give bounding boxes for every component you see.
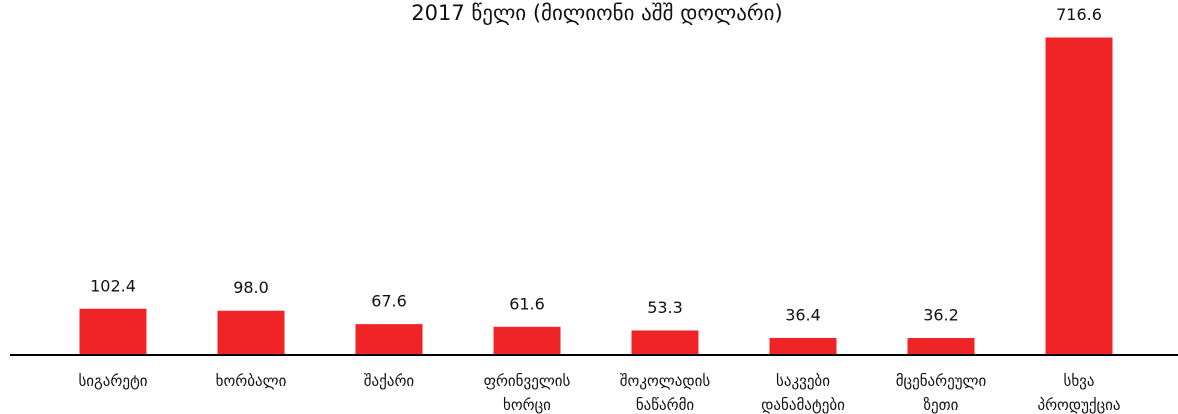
bar (907, 338, 975, 354)
bar (631, 330, 699, 354)
data-label: 98.0 (233, 278, 269, 297)
data-label: 36.4 (785, 305, 821, 324)
bar (493, 326, 561, 354)
x-tick-label: სიგარეტი (78, 372, 147, 390)
data-label: 53.3 (647, 298, 683, 317)
x-tick-label: სხვა პროდუქცია (1037, 372, 1120, 414)
chart-title: 2017 წელი (მილიონი აშშ დოლარი) (411, 1, 782, 25)
data-label: 102.4 (90, 276, 136, 295)
data-label: 61.6 (509, 294, 545, 313)
x-tick-label: მცენარეული ზეთი (896, 372, 987, 414)
bar (79, 308, 147, 354)
x-tick-label: შაქარი (364, 372, 415, 390)
x-tick-label: ხორბალი (216, 372, 287, 390)
x-tick-label: საკვები დანამატები (761, 372, 845, 414)
data-label: 67.6 (371, 292, 407, 311)
bar (217, 310, 285, 354)
x-tick-label: ფრინველის ხორცი (484, 372, 571, 414)
data-label: 36.2 (923, 306, 959, 325)
data-label: 716.6 (1056, 5, 1102, 24)
x-tick-label: შოკოლადის ნაწარმი (620, 372, 711, 414)
bar (355, 324, 423, 354)
bar (1045, 37, 1113, 354)
bar (769, 337, 837, 354)
